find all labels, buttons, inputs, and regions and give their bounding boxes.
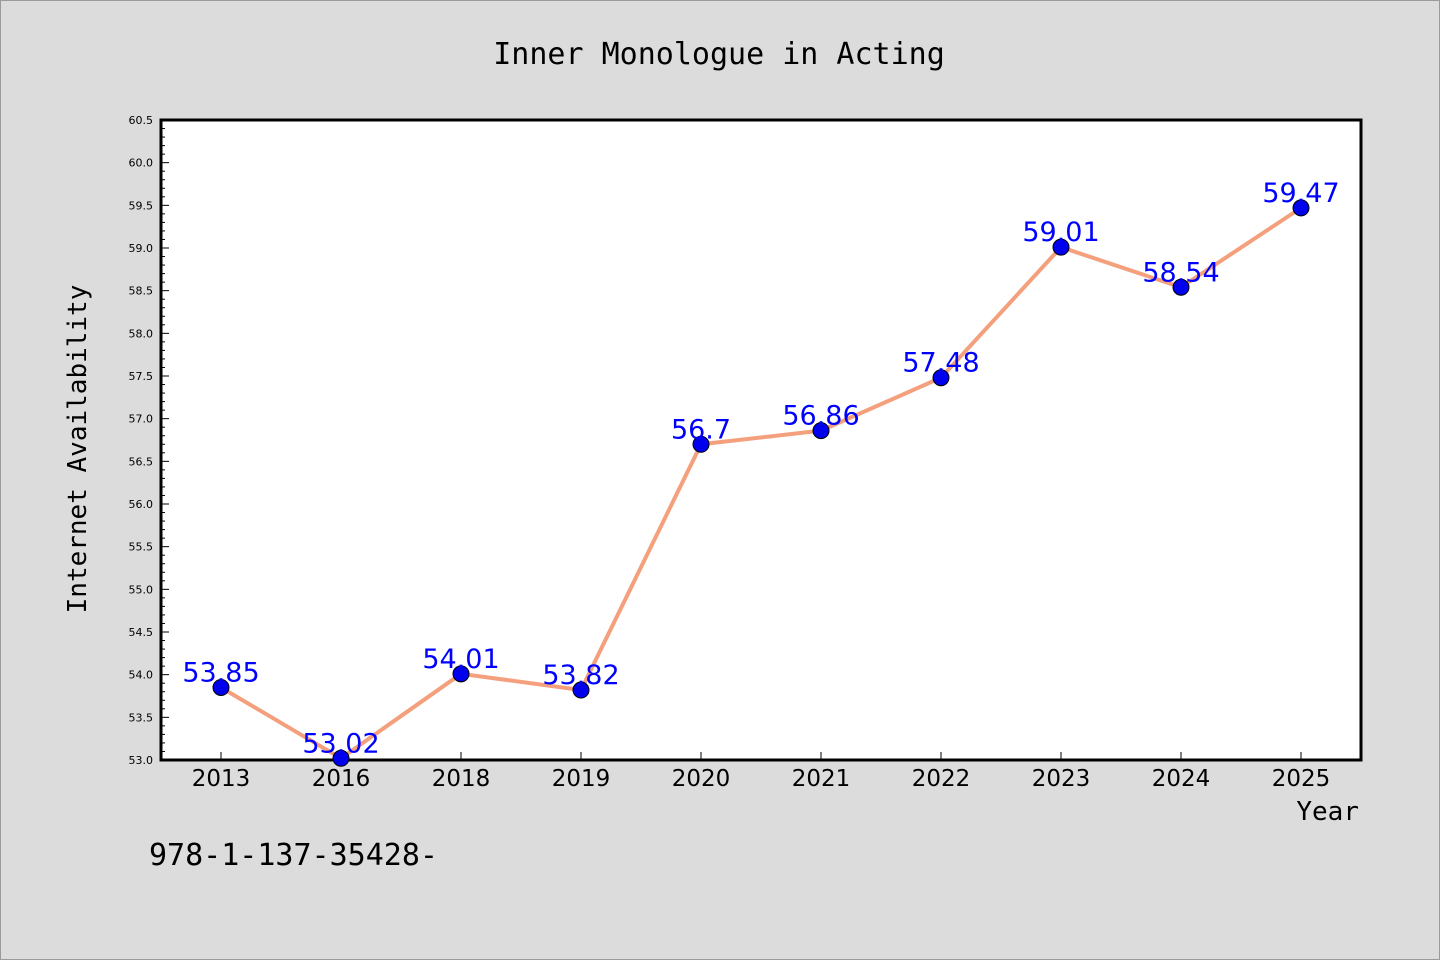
data-label: 58.54: [1142, 257, 1219, 288]
marker-layer: [212, 199, 1310, 767]
data-point: [1052, 238, 1070, 256]
y-tick-label: 60.5: [129, 114, 154, 127]
data-point: [572, 681, 590, 699]
y-tick-label: 60.0: [129, 157, 154, 170]
data-point: [932, 369, 950, 387]
y-axis-label: Internet Availability: [63, 285, 93, 614]
y-tick-label: 54.0: [129, 669, 154, 682]
data-point: [812, 422, 830, 440]
x-tick-label: 2022: [912, 766, 971, 792]
chart-annotation: 978-1-137-35428-: [149, 838, 438, 873]
x-axis-label: Year: [1296, 797, 1359, 827]
y-tick-label: 56.5: [129, 455, 154, 468]
y-axis-ticks: 53.0 53.5 54.0 54.5 55.0 55.5 56.0 56.5 57.0 57.5…: [129, 114, 169, 767]
y-tick-label: 53.5: [129, 711, 154, 724]
y-tick-label: 58.0: [129, 327, 154, 340]
x-tick-label: 2025: [1272, 766, 1331, 792]
y-tick-label: 59.0: [129, 242, 154, 255]
y-tick-label: 59.5: [129, 199, 154, 212]
data-label: 53.82: [542, 660, 619, 691]
data-point: [1172, 278, 1190, 296]
x-tick-label: 2021: [792, 766, 851, 792]
plot-area: [159, 118, 1363, 762]
data-label: 53.02: [302, 728, 379, 759]
x-tick-label: 2019: [552, 766, 611, 792]
y-tick-label: 53.0: [129, 754, 154, 767]
x-tick-label: 2020: [672, 766, 731, 792]
data-label: 54.01: [422, 644, 499, 675]
data-label: 57.48: [902, 348, 979, 379]
y-tick-label: 56.0: [129, 498, 154, 511]
x-tick-label: 2016: [312, 766, 371, 792]
data-point: [692, 435, 710, 453]
x-tick-label: 2018: [432, 766, 491, 792]
data-point: [332, 749, 350, 767]
data-label: 59.47: [1262, 178, 1339, 209]
x-tick-label: 2024: [1152, 766, 1211, 792]
chart-title: Inner Monologue in Acting: [493, 37, 945, 72]
x-tick-label: 2013: [192, 766, 251, 792]
data-label-layer: 53.85 53.02 54.01 53.82 56.7 56.86 57.48 59.01 5…: [182, 178, 1339, 759]
data-point: [1292, 199, 1310, 217]
y-tick-label: 54.5: [129, 626, 154, 639]
x-axis-ticks: 2013 2016 2018 2019 2020 2021 2022 2023 2024 2025: [192, 752, 1331, 792]
y-tick-label: 55.5: [129, 541, 154, 554]
y-tick-label: 55.0: [129, 583, 154, 596]
y-tick-label: 58.5: [129, 285, 154, 298]
data-point: [212, 678, 230, 696]
y-tick-label: 57.5: [129, 370, 154, 383]
data-point: [452, 665, 470, 683]
data-label: 59.01: [1022, 217, 1099, 248]
data-label: 56.86: [782, 401, 859, 432]
series-line: [219, 206, 1303, 761]
x-tick-label: 2023: [1032, 766, 1091, 792]
y-tick-label: 57.0: [129, 413, 154, 426]
series-layer: [219, 206, 1303, 761]
data-label: 53.85: [182, 657, 259, 688]
data-label: 56.7: [671, 414, 731, 445]
